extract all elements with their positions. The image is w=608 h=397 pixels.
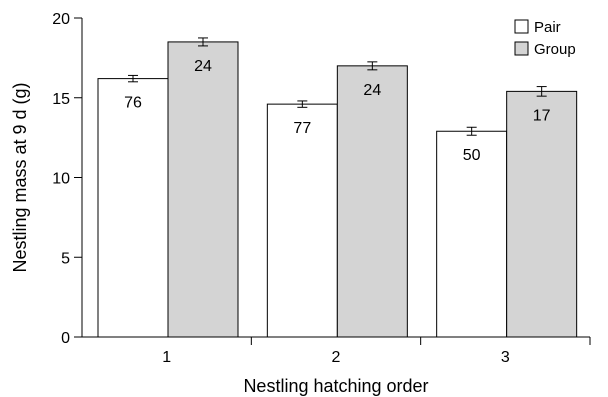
legend-label-pair: Pair: [534, 19, 561, 36]
sample-size-label-pair-1: 76: [124, 95, 142, 112]
x-tick-label: 3: [501, 349, 510, 366]
y-tick-label: 20: [52, 11, 70, 28]
bar-pair-2: [266, 103, 338, 338]
sample-size-label-pair-2: 77: [293, 120, 311, 137]
sample-size-label-group-1: 24: [194, 58, 212, 75]
labels-layer: 76 24 77 24 50 17: [124, 58, 551, 164]
bar-group-2: [336, 65, 408, 338]
y-tick-label: 5: [61, 250, 70, 267]
legend: Pair Group: [514, 19, 576, 58]
y-tick-label: 10: [52, 171, 70, 188]
bar-group-1: [167, 41, 239, 338]
legend-label-group: Group: [534, 41, 576, 58]
bars-layer: [97, 37, 578, 338]
sample-size-label-group-2: 24: [363, 82, 381, 99]
bar-group-3: [506, 90, 578, 338]
sample-size-label-group-3: 17: [533, 107, 551, 124]
sample-size-label-pair-3: 50: [463, 147, 481, 164]
y-tick-label: 15: [52, 91, 70, 108]
x-tick-label: 2: [332, 349, 341, 366]
x-axis-title: Nestling hatching order: [243, 376, 428, 396]
y-tick-label: 0: [61, 330, 70, 347]
bar-pair-3: [436, 130, 508, 338]
bar-pair-1: [97, 78, 169, 338]
y-axis-title: Nestling mass at 9 d (g): [10, 82, 30, 272]
legend-swatch-pair: [514, 19, 529, 34]
x-tick-label: 1: [162, 349, 171, 366]
legend-swatch-group: [514, 41, 529, 56]
